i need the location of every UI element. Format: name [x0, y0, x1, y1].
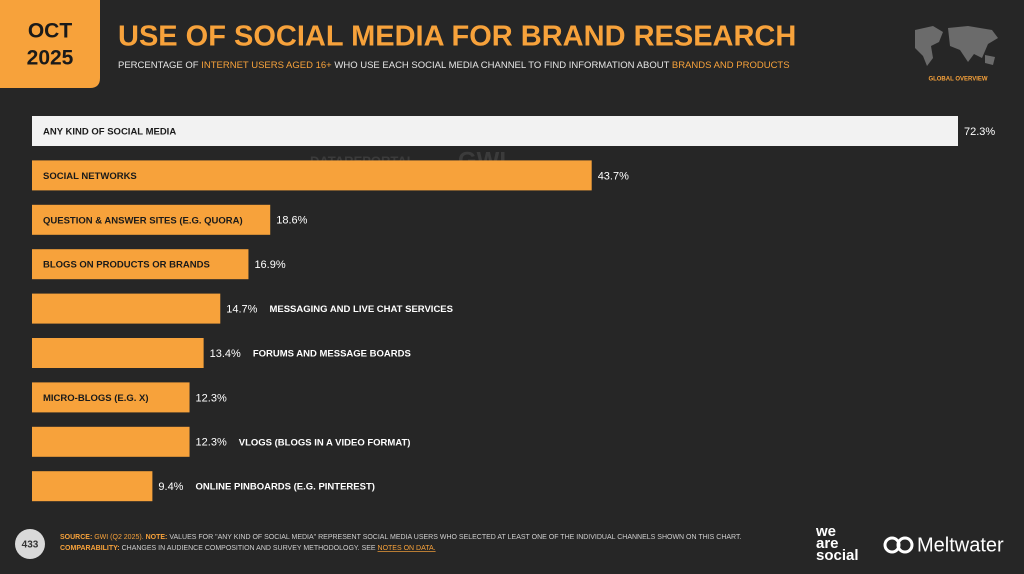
value-label: 12.3%: [196, 437, 227, 449]
badge-month: OCT: [28, 20, 73, 43]
value-label: 9.4%: [158, 481, 183, 493]
page-number-badge: [15, 529, 45, 559]
logo-line: are: [816, 535, 839, 552]
category-label: QUESTION & ANSWER SITES (E.G. QUORA): [43, 215, 243, 226]
world-map-icon: [915, 26, 998, 66]
subtitle-part: PERCENTAGE OF: [118, 60, 201, 71]
category-label: FORUMS AND MESSAGE BOARDS: [253, 349, 411, 360]
category-label: BLOGS ON PRODUCTS OR BRANDS: [43, 260, 210, 271]
category-label: ANY KIND OF SOCIAL MEDIA: [43, 127, 176, 138]
footnote-label: COMPARABILITY:: [60, 545, 120, 552]
bar: [32, 426, 190, 457]
subtitle-part: WHO USE EACH SOCIAL MEDIA CHANNEL TO FIN…: [332, 60, 672, 71]
category-label: ONLINE PINBOARDS (E.G. PINTEREST): [195, 482, 374, 493]
chart-title: USE OF SOCIAL MEDIA FOR BRAND RESEARCH: [118, 21, 796, 53]
meltwater-icon: [883, 536, 914, 554]
badge-year: 2025: [27, 47, 74, 70]
footnote-link[interactable]: NOTES ON DATA.: [378, 545, 436, 552]
subtitle-highlight: BRANDS AND PRODUCTS: [672, 60, 790, 71]
subtitle-highlight: INTERNET USERS AGED 16+: [201, 60, 332, 71]
page-number: 433: [22, 540, 39, 551]
bar: [32, 249, 249, 280]
footnote-label: SOURCE:: [60, 534, 92, 541]
footnote: SOURCE: GWI (Q2 2025). NOTE: VALUES FOR …: [60, 534, 741, 541]
bar: [32, 116, 958, 146]
category-label: SOCIAL NETWORKS: [43, 171, 137, 182]
bar: [32, 471, 153, 502]
date-badge: [0, 0, 100, 88]
value-label: 13.4%: [210, 348, 241, 360]
bar: [32, 204, 271, 235]
logo: Meltwater: [917, 534, 1004, 556]
value-label: 72.3%: [964, 126, 995, 138]
value-label: 43.7%: [598, 170, 629, 182]
value-label: 18.6%: [276, 215, 307, 227]
subtitle: PERCENTAGE OF INTERNET USERS AGED 16+ WH…: [118, 60, 790, 71]
bar: [32, 382, 190, 413]
bar: [32, 160, 592, 191]
logo-line: social: [816, 547, 859, 564]
footnote-text: CHANGES IN AUDIENCE COMPOSITION AND SURV…: [122, 545, 376, 552]
category-label: MICRO-BLOGS (E.G. X): [43, 393, 149, 404]
footnote: COMPARABILITY: CHANGES IN AUDIENCE COMPO…: [60, 545, 436, 552]
value-label: 12.3%: [196, 392, 227, 404]
bars: 72.3% ANY KIND OF SOCIAL MEDIA 43.7% SOCIAL…: [32, 116, 995, 502]
logo-line: we: [815, 523, 836, 540]
footnote-text: GWI (Q2 2025).: [94, 534, 143, 541]
category-label: MESSAGING AND LIVE CHAT SERVICES: [269, 304, 453, 315]
bar: [32, 293, 221, 324]
category-label: VLOGS (BLOGS IN A VIDEO FORMAT): [239, 437, 411, 448]
section-label: GLOBAL OVERVIEW: [928, 77, 987, 83]
value-label: 16.9%: [254, 259, 285, 271]
footnote-label: NOTE:: [146, 534, 168, 541]
bar: [32, 338, 204, 368]
footnote-text: VALUES FOR "ANY KIND OF SOCIAL MEDIA" RE…: [169, 534, 741, 541]
value-label: 14.7%: [226, 304, 257, 316]
